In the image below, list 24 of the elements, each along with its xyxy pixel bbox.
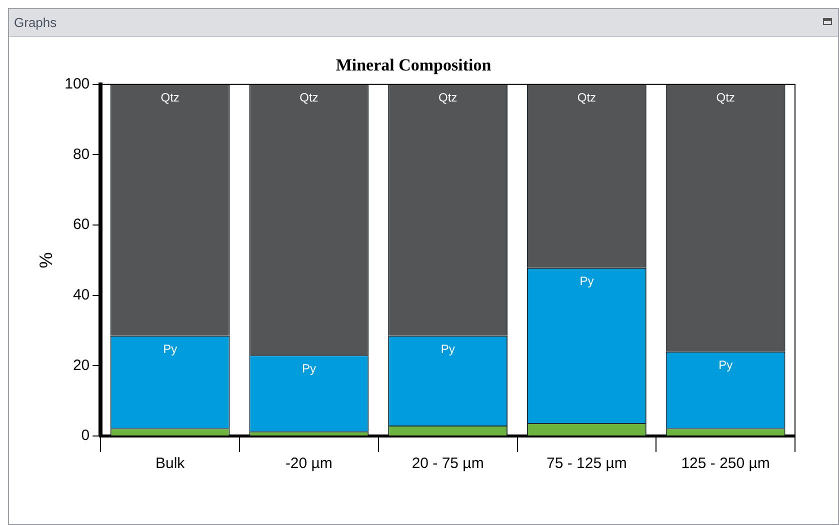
y-tick-label: 40	[72, 286, 90, 304]
text: Py	[302, 361, 316, 376]
x-tick-label: 75 - 125 µm	[546, 455, 627, 472]
y-tick-label: 0	[81, 427, 90, 444]
y-tick-label: 20	[72, 356, 90, 374]
text: Qtz	[438, 90, 458, 105]
chart-title: Mineral Composition	[336, 56, 492, 75]
y-tick-label: 100	[64, 76, 90, 93]
y-axis-title: %	[36, 252, 56, 268]
x-tick-label: -20 µm	[285, 455, 332, 472]
text: Qtz	[577, 90, 596, 105]
series-label: Py	[163, 342, 178, 356]
text: Py	[718, 358, 733, 372]
text: Qtz	[716, 90, 735, 105]
text: Py	[440, 342, 455, 356]
x-tick-label: 20 - 75 µm	[412, 455, 484, 472]
text: Py	[580, 274, 594, 288]
text: Qtz	[300, 90, 318, 105]
text: Graphs	[14, 15, 57, 30]
x-tick-label: 125 - 250 µm	[681, 455, 770, 472]
x-tick-label: Bulk	[155, 455, 186, 472]
y-tick-label: 60	[72, 216, 90, 234]
series-label: Qtz	[160, 90, 180, 105]
y-tick-label: 80	[72, 146, 90, 163]
